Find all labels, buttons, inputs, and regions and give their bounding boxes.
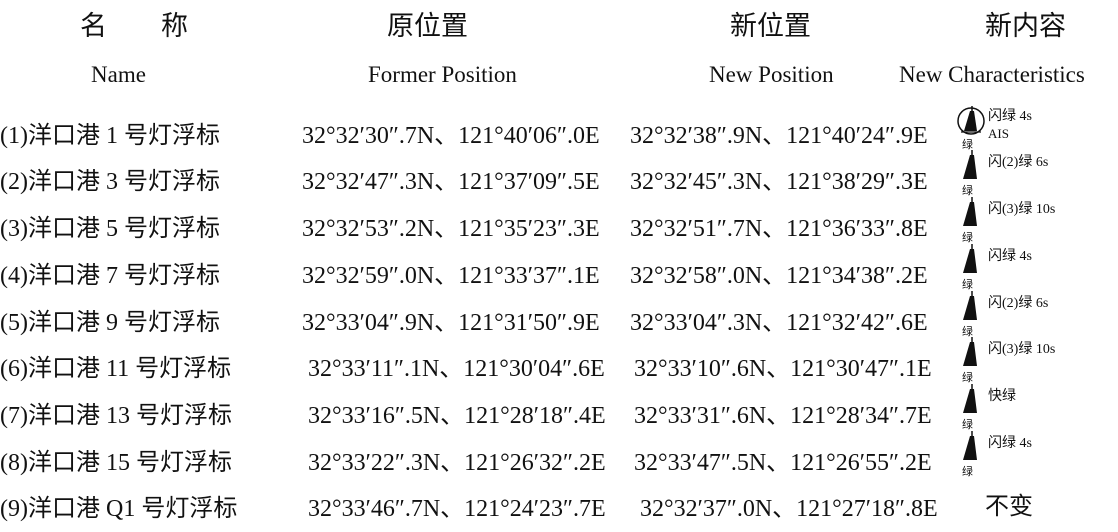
header-name-en: Name — [91, 62, 146, 87]
buoy-name: (6)洋口港 11 号灯浮标 — [0, 356, 232, 382]
header-new-cn: 新位置 — [730, 11, 811, 41]
new-position: 32°32′45″.3N、121°38′29″.3E — [630, 169, 928, 195]
table-row: (1)洋口港 1 号灯浮标 32°32′30″.7N、121°40′06″.0E… — [0, 106, 1118, 159]
light-characteristic: 闪绿 4s — [988, 249, 1032, 264]
green-label: 绿 — [962, 185, 973, 197]
new-position: 32°32′37″.0N、121°27′18″.8E — [640, 496, 938, 522]
buoy-name: (3)洋口港 5 号灯浮标 — [0, 216, 220, 242]
buoy-name: (1)洋口港 1 号灯浮标 — [0, 123, 220, 149]
header-former-en: Former Position — [368, 62, 517, 87]
ais-label: AIS — [988, 126, 1009, 141]
light-characteristic: 快绿 — [988, 389, 1016, 404]
header-name-cn: 名 称 — [80, 11, 188, 41]
new-position: 32°33′10″.6N、121°30′47″.1E — [634, 356, 932, 382]
header-content-cn: 新内容 — [985, 11, 1066, 41]
former-position: 32°32′30″.7N、121°40′06″.0E — [302, 123, 600, 149]
buoy-icon — [955, 430, 985, 474]
table-row: (9)洋口港 Q1 号灯浮标 32°33′46″.7N、121°24′23″.7… — [0, 482, 1118, 532]
light-characteristic: 闪绿 4s — [988, 109, 1032, 124]
buoy-name: (9)洋口港 Q1 号灯浮标 — [0, 496, 238, 522]
former-position: 32°33′16″.5N、121°28′18″.4E — [308, 403, 606, 429]
former-position: 32°32′59″.0N、121°33′37″.1E — [302, 263, 600, 289]
buoy-icon — [955, 149, 985, 193]
table-row: (7)洋口港 13 号灯浮标 32°33′16″.5N、121°28′18″.4… — [0, 384, 1118, 439]
buoy-icon — [955, 196, 985, 240]
table-row: (8)洋口港 15 号灯浮标 32°33′22″.3N、121°26′32″.2… — [0, 431, 1118, 486]
new-position: 32°33′47″.5N、121°26′55″.2E — [634, 450, 932, 476]
light-characteristic: 闪(3)绿 10s — [988, 202, 1056, 217]
green-label: 绿 — [962, 372, 973, 384]
header-former-cn: 原位置 — [387, 11, 468, 41]
header-content-en: New Characteristics — [899, 62, 1085, 87]
table-row: (3)洋口港 5 号灯浮标 32°32′53″.2N、121°35′23″.3E… — [0, 197, 1118, 252]
new-position: 32°33′04″.3N、121°32′42″.6E — [630, 310, 928, 336]
light-characteristic: 闪绿 4s — [988, 436, 1032, 451]
new-position: 32°32′58″.0N、121°34′38″.2E — [630, 263, 928, 289]
green-label: 绿 — [962, 419, 973, 431]
buoy-name: (7)洋口港 13 号灯浮标 — [0, 403, 232, 429]
green-label: 绿 — [962, 232, 973, 244]
buoy-circle-icon — [955, 103, 985, 147]
light-characteristic: 闪(2)绿 6s — [988, 296, 1049, 311]
table-row: (2)洋口港 3 号灯浮标 32°32′47″.3N、121°37′09″.5E… — [0, 150, 1118, 205]
table-row: (6)洋口港 11 号灯浮标 32°33′11″.1N、121°30′04″.6… — [0, 337, 1118, 392]
buoy-name: (5)洋口港 9 号灯浮标 — [0, 310, 220, 336]
buoy-name: (8)洋口港 15 号灯浮标 — [0, 450, 232, 476]
buoy-name: (4)洋口港 7 号灯浮标 — [0, 263, 220, 289]
former-position: 32°33′22″.3N、121°26′32″.2E — [308, 450, 606, 476]
former-position: 32°33′46″.7N、121°24′23″.7E — [308, 496, 606, 522]
buoy-icon — [955, 336, 985, 380]
former-position: 32°32′53″.2N、121°35′23″.3E — [302, 216, 600, 242]
former-position: 32°33′04″.9N、121°31′50″.9E — [302, 310, 600, 336]
green-label: 绿 — [962, 139, 973, 151]
former-position: 32°33′11″.1N、121°30′04″.6E — [308, 356, 605, 382]
new-position: 32°32′38″.9N、121°40′24″.9E — [630, 123, 928, 149]
table-row: (5)洋口港 9 号灯浮标 32°33′04″.9N、121°31′50″.9E… — [0, 291, 1118, 346]
light-characteristic: 闪(2)绿 6s — [988, 155, 1049, 170]
new-position: 32°32′51″.7N、121°36′33″.8E — [630, 216, 928, 242]
light-characteristic: 闪(3)绿 10s — [988, 342, 1056, 357]
table-row: (4)洋口港 7 号灯浮标 32°32′59″.0N、121°33′37″.1E… — [0, 244, 1118, 299]
header-new-en: New Position — [709, 62, 834, 87]
former-position: 32°32′47″.3N、121°37′09″.5E — [302, 169, 600, 195]
unchanged-label: 不变 — [985, 494, 1033, 520]
green-label: 绿 — [962, 279, 973, 291]
buoy-icon — [955, 243, 985, 287]
green-label: 绿 — [962, 466, 973, 478]
buoy-icon — [955, 290, 985, 334]
buoy-name: (2)洋口港 3 号灯浮标 — [0, 169, 220, 195]
buoy-icon — [955, 383, 985, 427]
green-label: 绿 — [962, 326, 973, 338]
new-position: 32°33′31″.6N、121°28′34″.7E — [634, 403, 932, 429]
